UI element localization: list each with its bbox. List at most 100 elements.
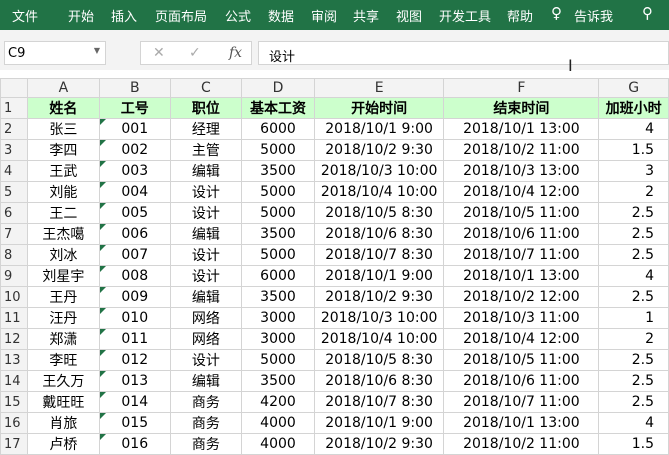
header-cell[interactable]: 职位: [169, 97, 243, 119]
cell[interactable]: 002: [98, 139, 171, 161]
cell[interactable]: 2018/10/7 8:30: [313, 244, 445, 266]
tab-home[interactable]: 开始: [68, 10, 95, 25]
cell[interactable]: 4000: [241, 412, 315, 434]
row-header[interactable]: 11: [0, 307, 28, 329]
row-header[interactable]: 17: [0, 433, 28, 455]
cell[interactable]: 李四: [26, 139, 100, 161]
cell[interactable]: 设计: [169, 349, 243, 371]
column-header-F[interactable]: F: [443, 78, 600, 98]
column-header-G[interactable]: G: [598, 78, 669, 98]
cell[interactable]: 刘冰: [26, 244, 100, 266]
cell[interactable]: 2018/10/3 11:00: [443, 307, 600, 329]
header-cell[interactable]: 结束时间: [443, 97, 600, 119]
cell[interactable]: 2: [598, 181, 669, 203]
column-header-B[interactable]: B: [98, 78, 171, 98]
column-header-C[interactable]: C: [169, 78, 243, 98]
header-cell[interactable]: 姓名: [26, 97, 100, 119]
cell[interactable]: 011: [98, 328, 171, 350]
cell[interactable]: 3000: [241, 307, 315, 329]
cell[interactable]: 4: [598, 118, 669, 140]
cell[interactable]: 1.5: [598, 433, 669, 455]
cell[interactable]: 3500: [241, 223, 315, 245]
cell[interactable]: 2018/10/2 11:00: [443, 139, 600, 161]
cell[interactable]: 5000: [241, 202, 315, 224]
cell[interactable]: 2018/10/4 10:00: [313, 328, 445, 350]
tab-file[interactable]: 文件: [12, 10, 39, 25]
column-header-D[interactable]: D: [241, 78, 315, 98]
cell[interactable]: 刘能: [26, 181, 100, 203]
header-cell[interactable]: 加班小时: [598, 97, 669, 119]
name-box[interactable]: C9 ▼: [4, 41, 106, 65]
cell[interactable]: 010: [98, 307, 171, 329]
cell[interactable]: 5000: [241, 139, 315, 161]
tab-insert[interactable]: 插入: [111, 10, 138, 25]
cell[interactable]: 4: [598, 265, 669, 287]
cell[interactable]: 王武: [26, 160, 100, 182]
tab-review[interactable]: 审阅: [311, 10, 338, 25]
cell[interactable]: 4000: [241, 433, 315, 455]
row-header[interactable]: 3: [0, 139, 28, 161]
cell[interactable]: 2018/10/4 12:00: [443, 181, 600, 203]
cell[interactable]: 设计: [169, 244, 243, 266]
cell[interactable]: 1: [598, 307, 669, 329]
cell[interactable]: 5000: [241, 181, 315, 203]
cell[interactable]: 编辑: [169, 160, 243, 182]
cell[interactable]: 编辑: [169, 223, 243, 245]
cell[interactable]: 6000: [241, 118, 315, 140]
cell[interactable]: 经理: [169, 118, 243, 140]
row-header[interactable]: 12: [0, 328, 28, 350]
cell[interactable]: 2018/10/2 9:30: [313, 139, 445, 161]
tab-data[interactable]: 数据: [268, 10, 295, 25]
cell[interactable]: 商务: [169, 391, 243, 413]
cell[interactable]: 设计: [169, 202, 243, 224]
cancel-icon[interactable]: ✕: [153, 45, 165, 61]
share-user-icon[interactable]: ⚲: [642, 4, 653, 22]
cell[interactable]: 网络: [169, 328, 243, 350]
cell[interactable]: 2018/10/6 8:30: [313, 370, 445, 392]
row-header[interactable]: 15: [0, 391, 28, 413]
cell[interactable]: 3: [598, 160, 669, 182]
chevron-down-icon[interactable]: ▼: [93, 46, 100, 55]
select-all-corner[interactable]: [0, 78, 28, 98]
row-header[interactable]: 16: [0, 412, 28, 434]
cell[interactable]: 2018/10/5 8:30: [313, 349, 445, 371]
cell[interactable]: 007: [98, 244, 171, 266]
cell[interactable]: 2.5: [598, 202, 669, 224]
cell[interactable]: 王二: [26, 202, 100, 224]
cell[interactable]: 刘星宇: [26, 265, 100, 287]
row-header[interactable]: 8: [0, 244, 28, 266]
cell[interactable]: 014: [98, 391, 171, 413]
cell[interactable]: 2018/10/2 9:30: [313, 433, 445, 455]
cell[interactable]: 2018/10/3 10:00: [313, 307, 445, 329]
cell[interactable]: 2018/10/1 13:00: [443, 412, 600, 434]
cell[interactable]: 汪丹: [26, 307, 100, 329]
cell[interactable]: 2018/10/6 8:30: [313, 223, 445, 245]
tab-formulas[interactable]: 公式: [225, 10, 252, 25]
header-cell[interactable]: 基本工资: [241, 97, 315, 119]
cell[interactable]: 郑潇: [26, 328, 100, 350]
cell[interactable]: 1.5: [598, 139, 669, 161]
cell[interactable]: 主管: [169, 139, 243, 161]
header-cell[interactable]: 工号: [98, 97, 171, 119]
cell[interactable]: 005: [98, 202, 171, 224]
cell[interactable]: 戴旺旺: [26, 391, 100, 413]
row-header[interactable]: 4: [0, 160, 28, 182]
formula-input[interactable]: 设计: [258, 41, 669, 65]
cell[interactable]: 003: [98, 160, 171, 182]
row-header[interactable]: 1: [0, 97, 28, 119]
cell[interactable]: 编辑: [169, 370, 243, 392]
spreadsheet-grid[interactable]: A B C D E F G 1 姓名 工号 职位 基本工资 开始时间 结束时间 加班小时 2 张三 001 经理 60…: [0, 78, 669, 455]
cell[interactable]: 012: [98, 349, 171, 371]
cell[interactable]: 009: [98, 286, 171, 308]
cell[interactable]: 商务: [169, 433, 243, 455]
cell[interactable]: 004: [98, 181, 171, 203]
tab-view[interactable]: 视图: [396, 10, 423, 25]
cell[interactable]: 2018/10/7 8:30: [313, 391, 445, 413]
cell[interactable]: 2.5: [598, 349, 669, 371]
cell[interactable]: 2018/10/3 10:00: [313, 160, 445, 182]
cell[interactable]: 2018/10/4 12:00: [443, 328, 600, 350]
row-header[interactable]: 2: [0, 118, 28, 140]
cell[interactable]: 肖旅: [26, 412, 100, 434]
cell[interactable]: 6000: [241, 265, 315, 287]
cell[interactable]: 2018/10/6 11:00: [443, 223, 600, 245]
